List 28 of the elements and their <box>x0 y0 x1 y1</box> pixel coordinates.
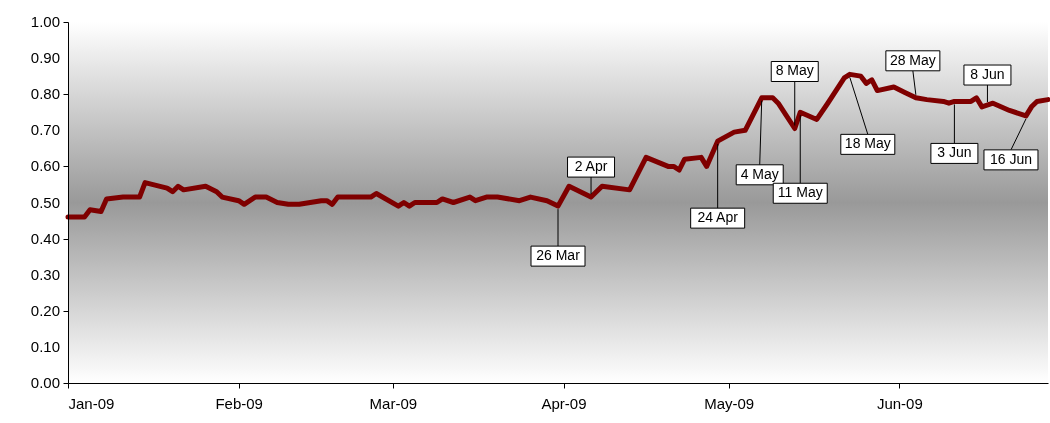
y-tick-label: 0.30 <box>30 265 60 283</box>
x-tick-label: Feb-09 <box>215 394 263 412</box>
y-tick-label: 0.20 <box>30 301 60 319</box>
y-tick-label: 0.90 <box>30 49 60 67</box>
y-tick-label: 0.50 <box>30 193 60 211</box>
x-tick-label: Jun-09 <box>876 394 923 412</box>
annotation: 16 Jun <box>989 150 1032 167</box>
annotation: 28 May <box>889 51 936 68</box>
x-tick-label: May-09 <box>704 394 755 412</box>
y-tick-label: 1.00 <box>30 13 60 30</box>
annotation: 24 Apr <box>697 209 739 226</box>
x-tick-label: Mar-09 <box>369 394 418 412</box>
annotation: 4 May <box>740 165 779 182</box>
x-tick-label: Apr-09 <box>541 394 587 412</box>
x-tick-label: Jan-09 <box>68 394 115 412</box>
annotation: 8 May <box>775 62 814 79</box>
y-tick-label: 0.80 <box>30 85 60 103</box>
y-tick-label: 0.60 <box>30 157 60 175</box>
y-tick-label: 0.00 <box>30 374 60 391</box>
y-tick-label: 0.40 <box>30 229 60 247</box>
annotation: 18 May <box>844 135 891 152</box>
y-tick-label: 0.10 <box>30 337 60 355</box>
annotation: 26 Mar <box>536 247 581 264</box>
annotation: 3 Jun <box>937 144 972 161</box>
y-tick-label: 0.70 <box>30 121 60 139</box>
annotation: 11 May <box>777 184 823 201</box>
annotation: 8 Jun <box>970 66 1005 83</box>
annotation: 2 Apr <box>574 158 608 175</box>
